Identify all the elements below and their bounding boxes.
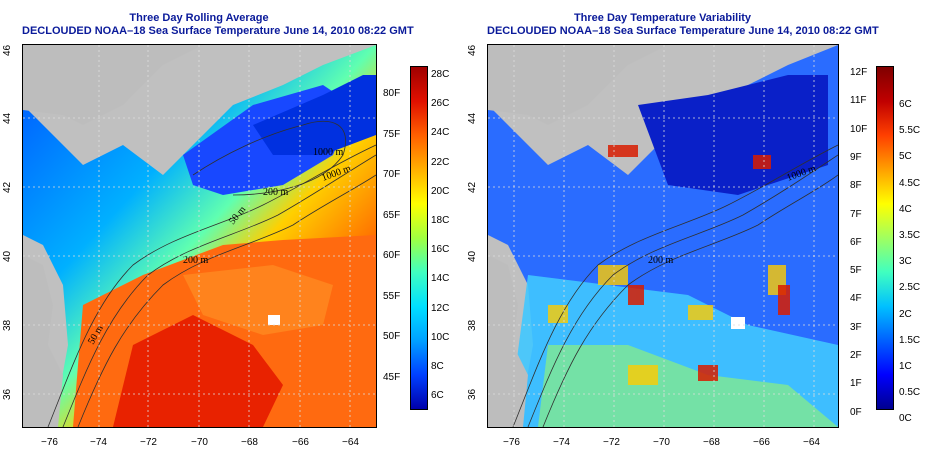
lat-tick: 46 [2, 44, 13, 56]
right-title-line1: Three Day Temperature Variability [573, 12, 752, 24]
colorbar-fahrenheit-label: 6F [850, 236, 862, 248]
variability-colorbar [876, 66, 894, 410]
colorbar-celsius-label: 10C [431, 331, 450, 343]
colorbar-fahrenheit-label: 12F [850, 67, 868, 78]
colorbar-fahrenheit-label: 80F [383, 88, 401, 99]
sst-average-map-graphic: 50 m 200 m 1000 m 50 m 200 m 1000 m [23, 45, 376, 427]
colorbar-celsius-label: 8C [431, 361, 444, 372]
lat-tick: 44 [2, 112, 13, 124]
colorbar-fahrenheit-label: 2F [850, 350, 862, 361]
left-title-line2: DECLOUDED NOAA–18 Sea Surface Temperatur… [22, 25, 414, 37]
colorbar-celsius-label: 14C [431, 273, 450, 285]
colorbar-celsius-label: 6C [431, 390, 444, 402]
lon-tick: −70 [191, 437, 208, 448]
lon-tick: −70 [653, 437, 670, 448]
lat-tick: 36 [2, 388, 13, 400]
lat-tick: 42 [467, 181, 478, 193]
colorbar-celsius-label: 0C [899, 413, 912, 425]
lat-tick: 40 [467, 250, 478, 262]
colorbar-fahrenheit-label: 11F [850, 95, 867, 107]
colorbar-fahrenheit-label: 45F [383, 371, 401, 383]
colorbar-fahrenheit-label: 50F [383, 331, 401, 342]
colorbar-celsius-label: 0.5C [899, 387, 921, 399]
sst-variability-map[interactable]: 200 m 1000 m [487, 44, 839, 428]
lat-tick: 44 [467, 112, 478, 124]
colorbar-fahrenheit-label: 55F [383, 290, 401, 302]
colorbar-celsius-label: 2.5C [899, 282, 921, 294]
lon-tick: −72 [603, 437, 620, 448]
lat-tick: 46 [467, 44, 478, 56]
colorbar-celsius-label: 6C [899, 99, 912, 110]
colorbar-fahrenheit-label: 7F [850, 208, 862, 220]
colorbar-celsius-label: 4C [899, 203, 912, 215]
lon-tick: −76 [503, 437, 520, 448]
colorbar-fahrenheit-label: 75F [383, 128, 401, 140]
colorbar-celsius-label: 1C [899, 361, 912, 372]
lon-tick: −74 [553, 437, 570, 448]
colorbar-fahrenheit-label: 10F [850, 123, 868, 135]
colorbar-celsius-label: 12C [431, 302, 450, 314]
colorbar-fahrenheit-label: 9F [850, 151, 862, 163]
lat-tick: 38 [2, 319, 13, 331]
colorbar-celsius-label: 16C [431, 244, 450, 256]
colorbar-fahrenheit-label: 8F [850, 180, 862, 192]
lon-tick: −64 [803, 437, 820, 448]
temperature-colorbar [410, 66, 428, 410]
lat-tick: 36 [467, 388, 478, 400]
colorbar-fahrenheit-label: 60F [383, 250, 401, 261]
colorbar-fahrenheit-label: 4F [850, 293, 862, 305]
lon-tick: −66 [753, 437, 770, 448]
colorbar-celsius-label: 5C [899, 151, 912, 163]
sst-average-map[interactable]: 50 m 200 m 1000 m 50 m 200 m 1000 m [22, 44, 377, 428]
lon-tick: −66 [292, 437, 309, 448]
lon-tick: −68 [241, 437, 258, 448]
contour-label: 200 m [648, 255, 674, 266]
lat-tick: 40 [2, 250, 13, 262]
colorbar-fahrenheit-label: 1F [850, 378, 862, 390]
colorbar-celsius-label: 28C [431, 69, 450, 80]
lon-tick: −64 [342, 437, 359, 448]
lon-tick: −76 [41, 437, 58, 448]
sst-variability-map-graphic: 200 m 1000 m [488, 45, 838, 427]
colorbar-fahrenheit-label: 3F [850, 321, 862, 333]
lon-tick: −72 [140, 437, 157, 448]
colorbar-celsius-label: 1.5C [899, 334, 921, 346]
colorbar-celsius-label: 22C [431, 156, 450, 168]
contour-label: 200 m [263, 187, 289, 198]
colorbar-celsius-label: 26C [431, 98, 450, 110]
colorbar-celsius-label: 3C [899, 256, 912, 268]
lon-tick: −74 [90, 437, 107, 448]
colorbar-celsius-label: 4.5C [899, 177, 921, 189]
lat-tick: 38 [467, 319, 478, 331]
colorbar-fahrenheit-label: 65F [383, 209, 401, 221]
left-title-line1: Three Day Rolling Average [129, 12, 269, 24]
colorbar-fahrenheit-label: 70F [383, 169, 401, 180]
colorbar-celsius-label: 3.5C [899, 230, 921, 241]
colorbar-celsius-label: 2C [899, 308, 912, 320]
colorbar-fahrenheit-label: 0F [850, 406, 862, 418]
colorbar-celsius-label: 20C [431, 185, 450, 197]
colorbar-celsius-label: 24C [431, 127, 450, 139]
colorbar-celsius-label: 5.5C [899, 125, 921, 137]
right-title-line2: DECLOUDED NOAA–18 Sea Surface Temperatur… [487, 25, 879, 37]
colorbar-celsius-label: 18C [431, 215, 450, 226]
contour-label: 1000 m [313, 147, 344, 158]
lat-tick: 42 [2, 181, 13, 193]
contour-label: 200 m [183, 255, 209, 266]
lon-tick: −68 [703, 437, 720, 448]
colorbar-fahrenheit-label: 5F [850, 265, 862, 277]
